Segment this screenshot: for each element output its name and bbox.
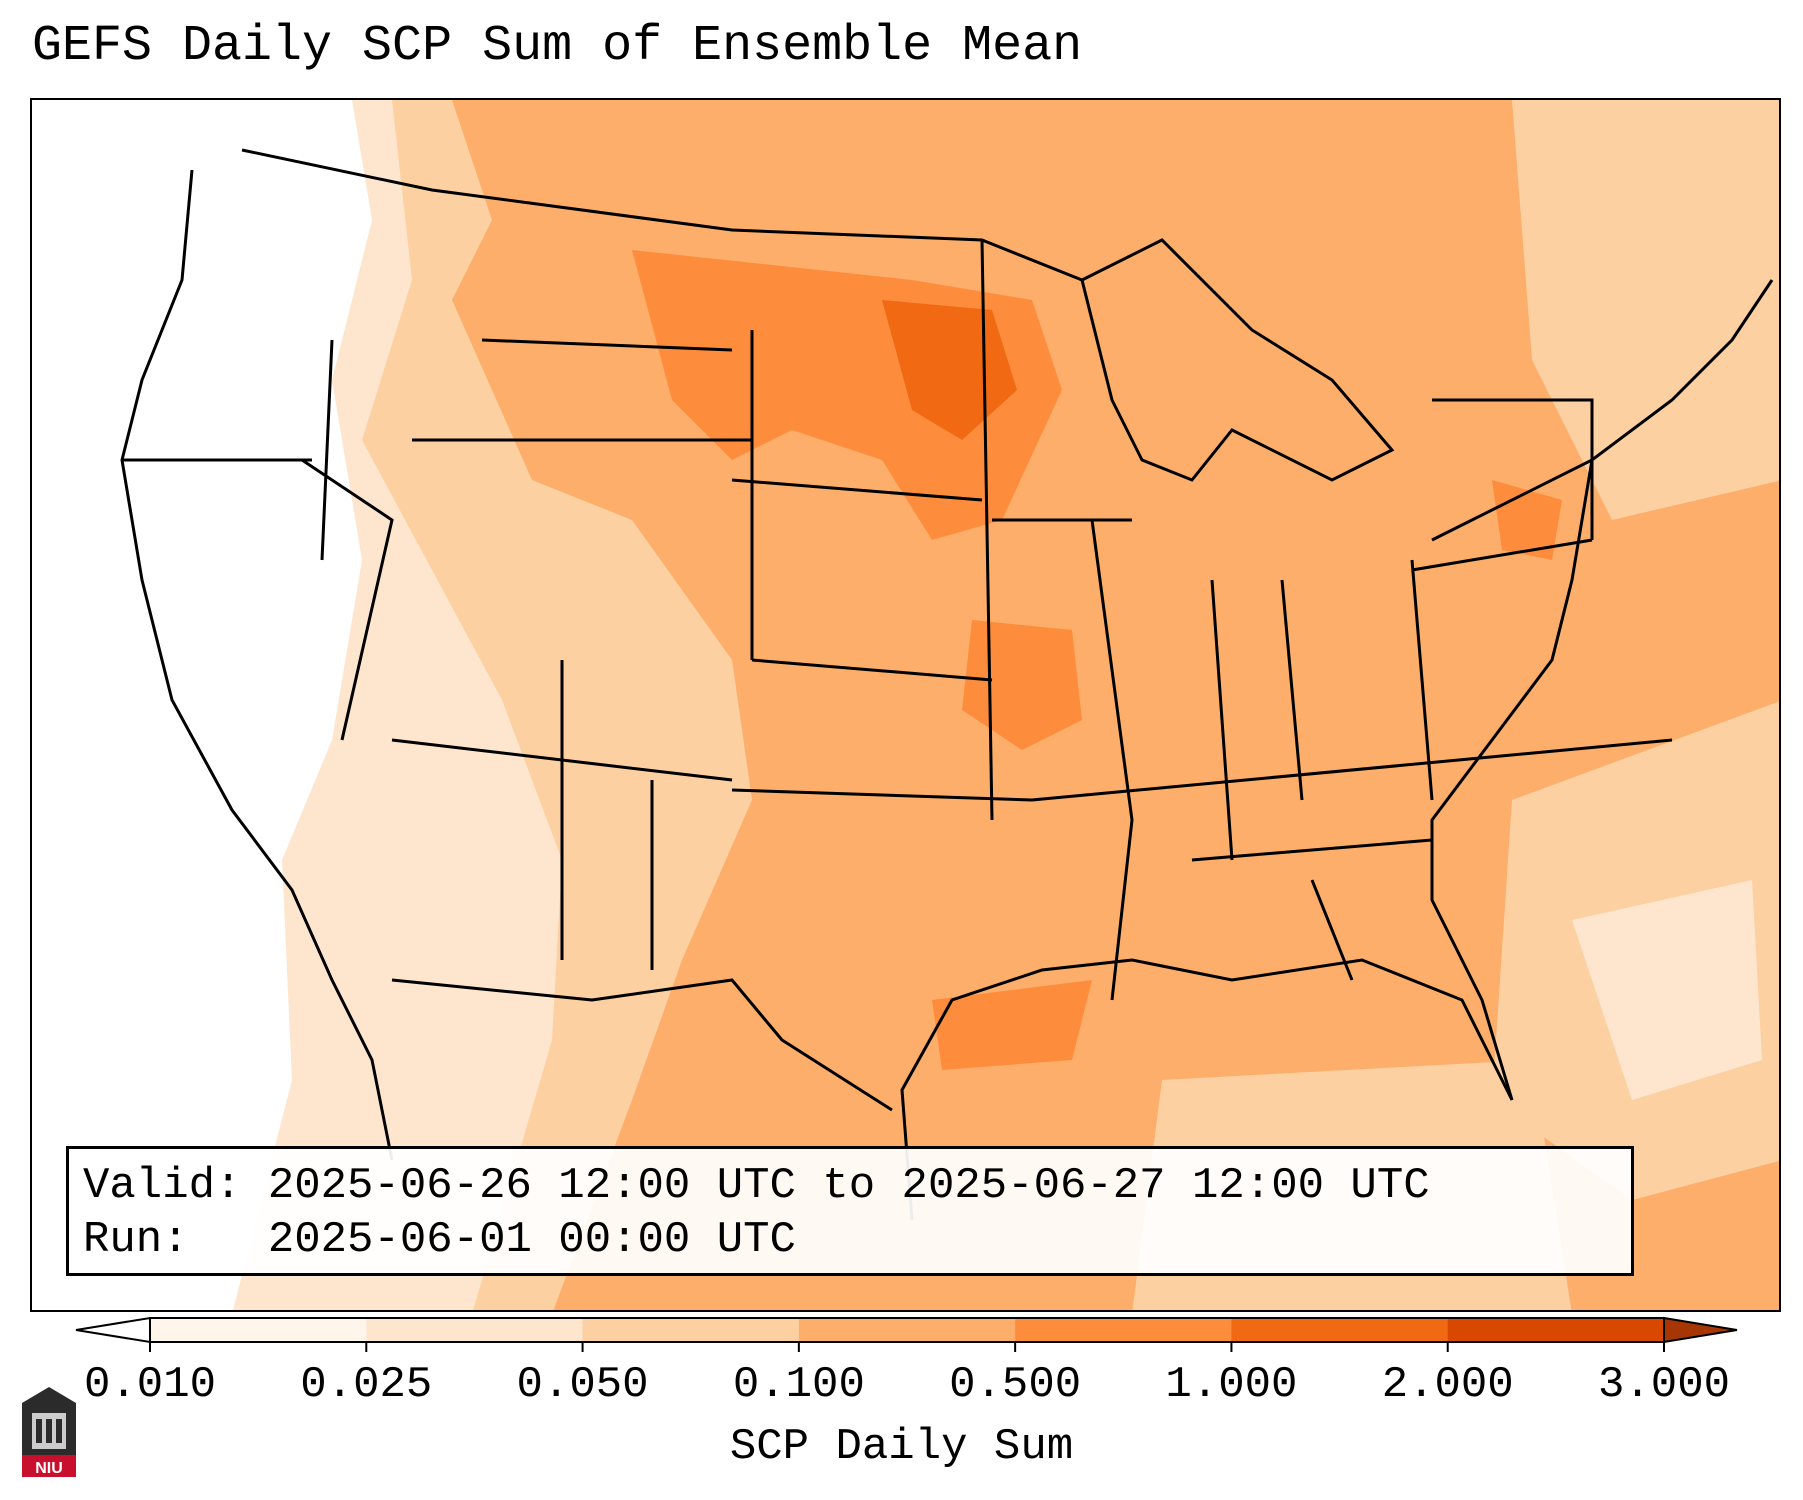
run-label: Run: <box>83 1215 189 1265</box>
colorbar-segment <box>582 1318 800 1342</box>
map-canvas <box>32 100 1779 1310</box>
canada-border <box>241 148 1083 282</box>
great-lakes-outline <box>1080 238 1395 482</box>
pacific-coastline <box>120 169 394 1161</box>
colorbar-segment <box>1015 1318 1232 1342</box>
atlantic-coastline <box>1430 459 1594 1101</box>
run-value: 2025-06-01 00:00 UTC <box>267 1215 796 1265</box>
boundaries <box>120 148 1774 1221</box>
colorbar-lower-extend <box>75 1316 151 1344</box>
colorbar-tick-label: 0.500 <box>949 1360 1082 1410</box>
colorbar-tick-label: 1.000 <box>1165 1360 1298 1410</box>
colorbar-segment <box>1447 1318 1665 1342</box>
colorbar-segment <box>366 1318 584 1342</box>
gulf-coastline <box>900 958 1514 1221</box>
colorbar-tick-label: 0.100 <box>732 1360 865 1410</box>
run-row: Run: 2025-06-01 00:00 UTC <box>83 1213 1617 1267</box>
colorbar-tick-label: 0.050 <box>516 1360 649 1410</box>
colorbar-segment <box>150 1318 367 1342</box>
colorbar-tick-label: 3.000 <box>1597 1360 1731 1410</box>
niu-logo-text: NIU <box>35 1460 63 1477</box>
valid-label: Valid: <box>83 1161 242 1211</box>
colorbar-tick-label: 2.000 <box>1381 1360 1514 1410</box>
colorbar <box>75 1316 1738 1352</box>
map-title: GEFS Daily SCP Sum of Ensemble Mean <box>32 18 1083 75</box>
valid-value: 2025-06-26 12:00 UTC to 2025-06-27 12:00… <box>267 1161 1430 1211</box>
map-panel <box>30 98 1781 1312</box>
northeast-light-patch <box>1512 100 1779 520</box>
mexico-border <box>391 978 893 1112</box>
colorbar-segment <box>1231 1318 1449 1342</box>
scp-field-zero <box>32 100 372 1310</box>
colorbar-tick-label: 0.025 <box>300 1360 433 1410</box>
valid-run-info-box: Valid: 2025-06-26 12:00 UTC to 2025-06-2… <box>66 1146 1634 1276</box>
atlantic-lighter-patch <box>1572 880 1762 1100</box>
northeast-coastline <box>1431 279 1774 542</box>
valid-row: Valid: 2025-06-26 12:00 UTC to 2025-06-2… <box>83 1159 1617 1213</box>
gulf-moderate-area <box>932 980 1092 1070</box>
colorbar-tick-label: 0.010 <box>83 1360 217 1410</box>
colorbar-upper-extend <box>1663 1316 1738 1344</box>
niu-logo-icon: NIU <box>20 1385 78 1483</box>
colorbar-outline <box>149 1317 1665 1343</box>
colorbar-label: SCP Daily Sum <box>729 1422 1074 1472</box>
missouri-moderate-area <box>962 620 1082 750</box>
colorbar-segment <box>798 1318 1016 1342</box>
